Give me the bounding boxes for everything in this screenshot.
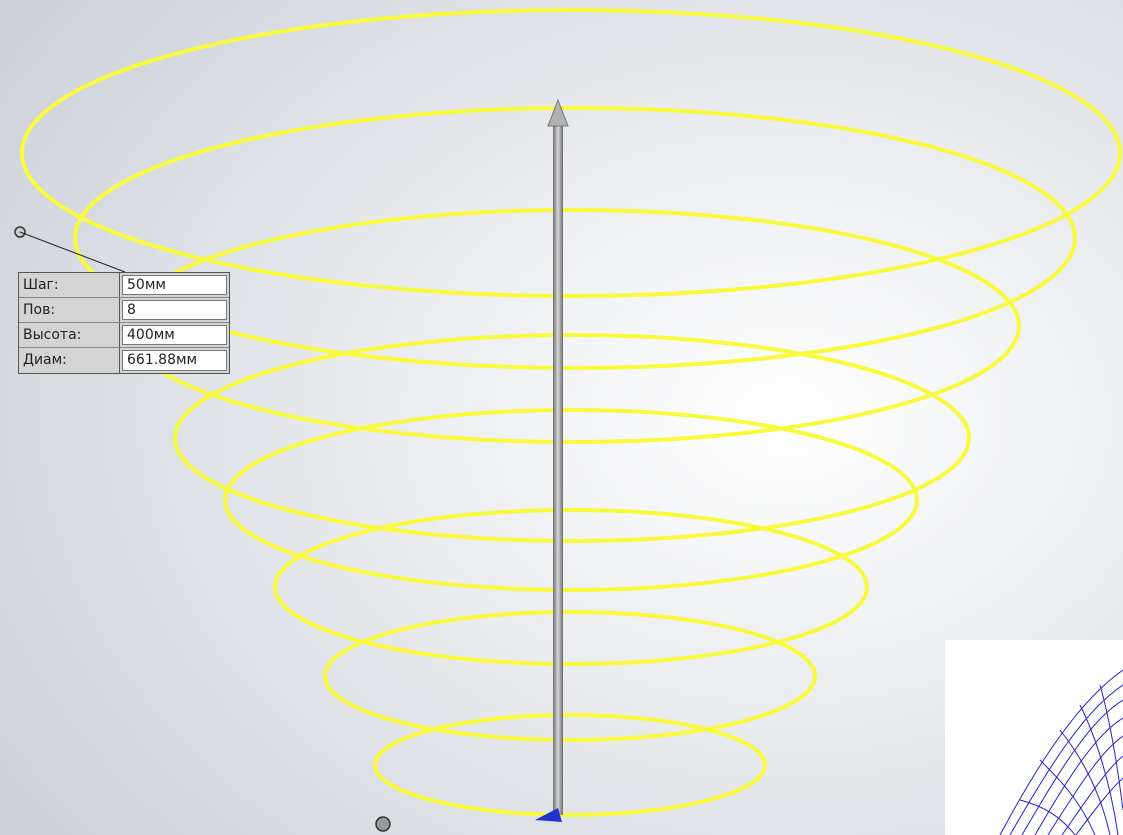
inset-background: [945, 640, 1123, 835]
viewport: [0, 0, 1123, 835]
param-label: Диам:: [19, 348, 120, 373]
param-row: Пов:8: [19, 298, 229, 323]
page: Шаг:50мм Пов:8 Высота:400мм Диам:661.88м…: [0, 0, 1123, 835]
param-value[interactable]: 400мм: [122, 325, 227, 345]
param-label: Шаг:: [19, 273, 120, 297]
param-label: Высота:: [19, 323, 120, 347]
param-label: Пов:: [19, 298, 120, 322]
param-row: Высота:400мм: [19, 323, 229, 348]
param-row: Диам:661.88мм: [19, 348, 229, 373]
param-row: Шаг:50мм: [19, 273, 229, 298]
helix-parameters: Шаг:50мм Пов:8 Высота:400мм Диам:661.88м…: [18, 272, 230, 374]
axis-rod: [553, 125, 563, 815]
handle[interactable]: [376, 817, 390, 831]
param-value[interactable]: 661.88мм: [122, 350, 227, 371]
inset-view: [945, 640, 1123, 835]
param-value[interactable]: 50мм: [122, 275, 227, 295]
param-value[interactable]: 8: [122, 300, 227, 320]
